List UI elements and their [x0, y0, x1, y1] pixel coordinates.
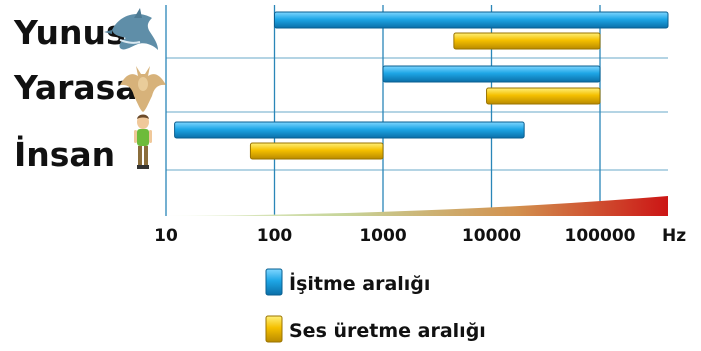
legend-label-hearing: İşitme aralığı	[289, 271, 430, 295]
x-tick-label: 10	[154, 226, 178, 246]
person-icon	[134, 114, 152, 169]
hearing-range-bar-1	[382, 65, 601, 83]
hearing-range-bar-0	[274, 11, 669, 29]
bat-icon	[120, 66, 166, 112]
frequency-wedge	[166, 196, 668, 216]
category-label-insan: İnsan	[14, 134, 115, 174]
x-tick-label: 1000	[359, 226, 406, 246]
range-bars	[174, 11, 669, 160]
legend-label-production: Ses üretme aralığı	[289, 320, 486, 342]
sound-production-bar-0	[453, 32, 601, 50]
legend-swatch-hearing	[265, 268, 283, 296]
x-axis-ticks: 10 100 1000 10000 100000 Hz	[154, 226, 686, 246]
x-unit-label: Hz	[662, 226, 686, 246]
category-label-yarasa: Yarasa	[13, 68, 138, 107]
hearing-range-bar-2	[174, 121, 525, 139]
sound-production-bar-1	[486, 87, 601, 105]
category-labels: Yunus Yarasa İnsan	[13, 13, 138, 174]
x-tick-label: 10000	[462, 226, 521, 246]
legend: İşitme aralığı Ses üretme aralığı	[265, 268, 486, 343]
sound-production-bar-2	[249, 142, 384, 160]
dolphin-icon	[104, 8, 158, 50]
legend-swatch-production	[265, 315, 283, 343]
x-tick-label: 100000	[565, 226, 636, 246]
x-tick-label: 100	[257, 226, 293, 246]
